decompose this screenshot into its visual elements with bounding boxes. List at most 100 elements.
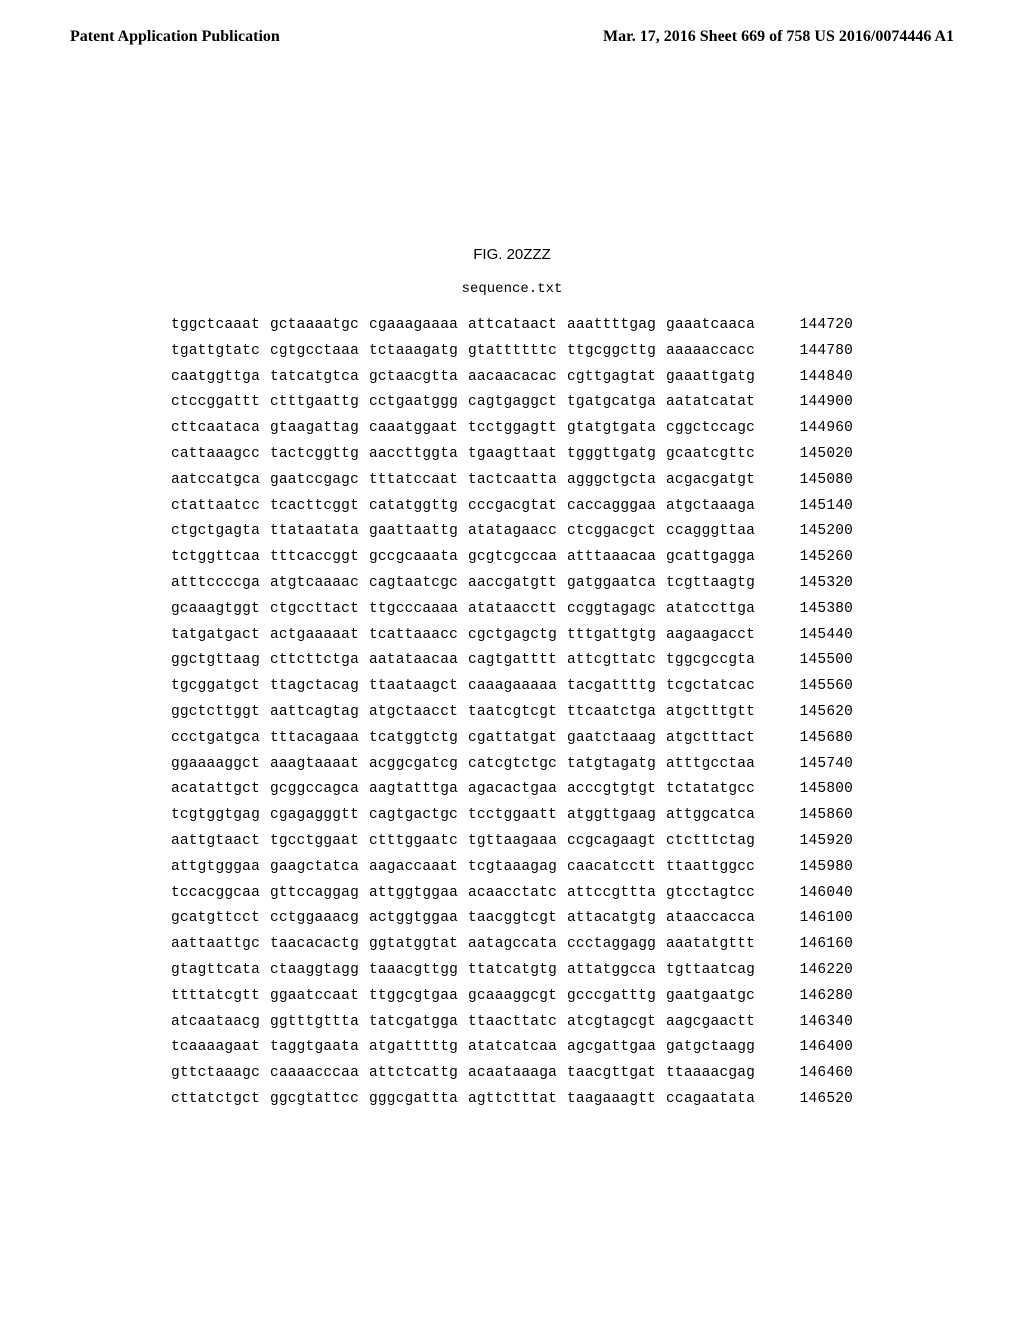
sequence-block: tcgtggtgag xyxy=(171,803,260,829)
sequence-block: ttttatcgtt xyxy=(171,984,260,1010)
sequence-row: gcaaagtggtctgccttactttgcccaaaaatataacctt… xyxy=(171,597,853,623)
sequence-block: ccgcagaagt xyxy=(567,829,656,855)
sequence-row: tccacggcaagttccaggagattggtggaaacaacctatc… xyxy=(171,881,853,907)
sequence-block: atttgcctaa xyxy=(666,752,755,778)
sequence-block: cattaaagcc xyxy=(171,442,260,468)
figure-label: FIG. 20ZZZ xyxy=(0,246,1024,263)
sequence-position: 146160 xyxy=(783,932,853,958)
sequence-row: tcaaaagaattaggtgaataatgatttttgatatcatcaa… xyxy=(171,1035,853,1061)
sequence-block: gaattaattg xyxy=(369,519,458,545)
sequence-block: aagtatttga xyxy=(369,777,458,803)
sequence-block: ttaattggcc xyxy=(666,855,755,881)
sequence-block: ggaaaaggct xyxy=(171,752,260,778)
sequence-block: gcgtcgccaa xyxy=(468,545,557,571)
sequence-block: gaatctaaag xyxy=(567,726,656,752)
header-left: Patent Application Publication xyxy=(70,28,280,46)
sequence-block: atttccccga xyxy=(171,571,260,597)
sequence-position: 146520 xyxy=(783,1087,853,1113)
sequence-block: attccgttta xyxy=(567,881,656,907)
sequence-block: cgtgcctaaa xyxy=(270,339,359,365)
sequence-position: 145740 xyxy=(783,752,853,778)
sequence-position: 145980 xyxy=(783,855,853,881)
sequence-block: aaccttggta xyxy=(369,442,458,468)
sequence-block: agcgattgaa xyxy=(567,1035,656,1061)
sequence-block: gtatgtgata xyxy=(567,416,656,442)
sequence-block: ccctgatgca xyxy=(171,726,260,752)
sequence-block: aacaacacac xyxy=(468,365,557,391)
sequence-block: atcaataacg xyxy=(171,1010,260,1036)
sequence-block: tttgattgtg xyxy=(567,623,656,649)
sequence-position: 146340 xyxy=(783,1010,853,1036)
sequence-row: ggctcttggtaattcagtagatgctaaccttaatcgtcgt… xyxy=(171,700,853,726)
sequence-block: cgaaagaaaa xyxy=(369,313,458,339)
sequence-block: caacatcctt xyxy=(567,855,656,881)
sequence-position: 145620 xyxy=(783,700,853,726)
sequence-block: ggctgttaag xyxy=(171,648,260,674)
sequence-block: taacggtcgt xyxy=(468,906,557,932)
sequence-title: sequence.txt xyxy=(0,281,1024,297)
sequence-block: agttctttat xyxy=(468,1087,557,1113)
sequence-row: tctggttcaatttcaccggtgccgcaaatagcgtcgccaa… xyxy=(171,545,853,571)
sequence-block: aattcagtag xyxy=(270,700,359,726)
sequence-block: ggctcttggt xyxy=(171,700,260,726)
sequence-block: agggctgcta xyxy=(567,468,656,494)
sequence-block: gaaatcaaca xyxy=(666,313,755,339)
sequence-block: gctaaaatgc xyxy=(270,313,359,339)
sequence-position: 145380 xyxy=(783,597,853,623)
sequence-position: 145080 xyxy=(783,468,853,494)
header-right: Mar. 17, 2016 Sheet 669 of 758 US 2016/0… xyxy=(603,28,954,46)
sequence-block: caatggttga xyxy=(171,365,260,391)
sequence-block: tatcgatgga xyxy=(369,1010,458,1036)
sequence-block: atatcatcaa xyxy=(468,1035,557,1061)
sequence-position: 144720 xyxy=(783,313,853,339)
sequence-block: tcctggagtt xyxy=(468,416,557,442)
sequence-block: attatggcca xyxy=(567,958,656,984)
sequence-block: gtattttttc xyxy=(468,339,557,365)
sequence-block: acaacctatc xyxy=(468,881,557,907)
sequence-block: caaagaaaaa xyxy=(468,674,557,700)
sequence-block: gccgcaaata xyxy=(369,545,458,571)
sequence-block: gaagctatca xyxy=(270,855,359,881)
sequence-block: tgcggatgct xyxy=(171,674,260,700)
sequence-block: gggcgattta xyxy=(369,1087,458,1113)
sequence-block: atttaaacaa xyxy=(567,545,656,571)
sequence-block: tactcggttg xyxy=(270,442,359,468)
sequence-block: cctggaaacg xyxy=(270,906,359,932)
sequence-position: 145260 xyxy=(783,545,853,571)
sequence-block: ataaccacca xyxy=(666,906,755,932)
sequence-block: tcgtaaagag xyxy=(468,855,557,881)
sequence-block: ttataatata xyxy=(270,519,359,545)
sequence-position: 146220 xyxy=(783,958,853,984)
sequence-block: cgctgagctg xyxy=(468,623,557,649)
sequence-block: aatccatgca xyxy=(171,468,260,494)
page-header: Patent Application Publication Mar. 17, … xyxy=(0,0,1024,46)
sequence-block: tcaaaagaat xyxy=(171,1035,260,1061)
sequence-row: caatggttgatatcatgtcagctaacgttaaacaacacac… xyxy=(171,365,853,391)
sequence-block: ccctaggagg xyxy=(567,932,656,958)
sequence-row: cttatctgctggcgtattccgggcgatttaagttctttat… xyxy=(171,1087,853,1113)
sequence-block: gtagttcata xyxy=(171,958,260,984)
sequence-row: aattaattgctaacacactgggtatggtataatagccata… xyxy=(171,932,853,958)
sequence-block: atatagaacc xyxy=(468,519,557,545)
sequence-block: attctcattg xyxy=(369,1061,458,1087)
sequence-row: gcatgttcctcctggaaacgactggtggaataacggtcgt… xyxy=(171,906,853,932)
sequence-block: tttcaccggt xyxy=(270,545,359,571)
sequence-row: gtagttcatactaaggtaggtaaacgttggttatcatgtg… xyxy=(171,958,853,984)
sequence-block: cagtgaggct xyxy=(468,390,557,416)
sequence-block: attcgttatc xyxy=(567,648,656,674)
sequence-block: attacatgtg xyxy=(567,906,656,932)
sequence-row: attgtgggaagaagctatcaaagaccaaattcgtaaagag… xyxy=(171,855,853,881)
sequence-row: cttcaatacagtaagattagcaaatggaattcctggagtt… xyxy=(171,416,853,442)
sequence-block: ttgcggcttg xyxy=(567,339,656,365)
sequence-block: acccgtgtgt xyxy=(567,777,656,803)
sequence-block: cccgacgtat xyxy=(468,494,557,520)
sequence-block: gatggaatca xyxy=(567,571,656,597)
sequence-position: 145800 xyxy=(783,777,853,803)
sequence-row: gttctaaagccaaaacccaaattctcattgacaataaaga… xyxy=(171,1061,853,1087)
sequence-block: atggttgaag xyxy=(567,803,656,829)
sequence-block: tcctggaatt xyxy=(468,803,557,829)
sequence-row: ggaaaaggctaaagtaaaatacggcgatcgcatcgtctgc… xyxy=(171,752,853,778)
sequence-block: cttatctgct xyxy=(171,1087,260,1113)
sequence-block: ttaaaacgag xyxy=(666,1061,755,1087)
sequence-row: ggctgttaagcttcttctgaaatataacaacagtgatttt… xyxy=(171,648,853,674)
